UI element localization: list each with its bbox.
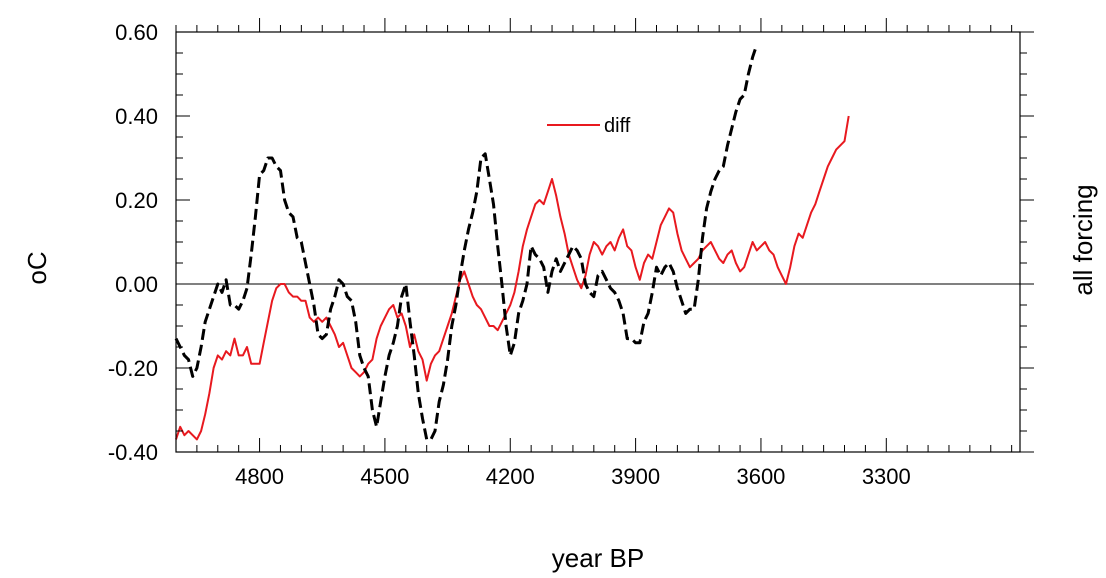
x-tick-label: 3600 (736, 464, 785, 489)
y-axis-title: oC (22, 251, 52, 284)
y-tick-label: -0.40 (108, 440, 158, 465)
legend-label-diff: diff (604, 115, 631, 137)
right-axis-title: all forcing (1068, 184, 1098, 295)
series-line-2 (174, 44, 759, 441)
series-line-diff (175, 115, 850, 441)
x-tick-label: 3300 (862, 464, 911, 489)
x-tick-label: 4500 (360, 464, 409, 489)
series-layer (174, 44, 850, 441)
x-tick-label: 3900 (611, 464, 660, 489)
axes-layer: 4800 4500 4200 3900 3600 3300 -0.40 -0.20 0.00 0.… (108, 18, 1034, 489)
y-tick-label: 0.00 (115, 272, 158, 297)
legend: diff (547, 115, 631, 137)
x-tick-label: 4800 (235, 464, 284, 489)
y-tick-label: -0.20 (108, 356, 158, 381)
x-tick-label: 4200 (486, 464, 535, 489)
y-tick-label: 0.40 (115, 104, 158, 129)
x-axis-title: year BP (552, 543, 645, 573)
y-tick-label: 0.60 (115, 20, 158, 45)
y-tick-label: 0.20 (115, 188, 158, 213)
